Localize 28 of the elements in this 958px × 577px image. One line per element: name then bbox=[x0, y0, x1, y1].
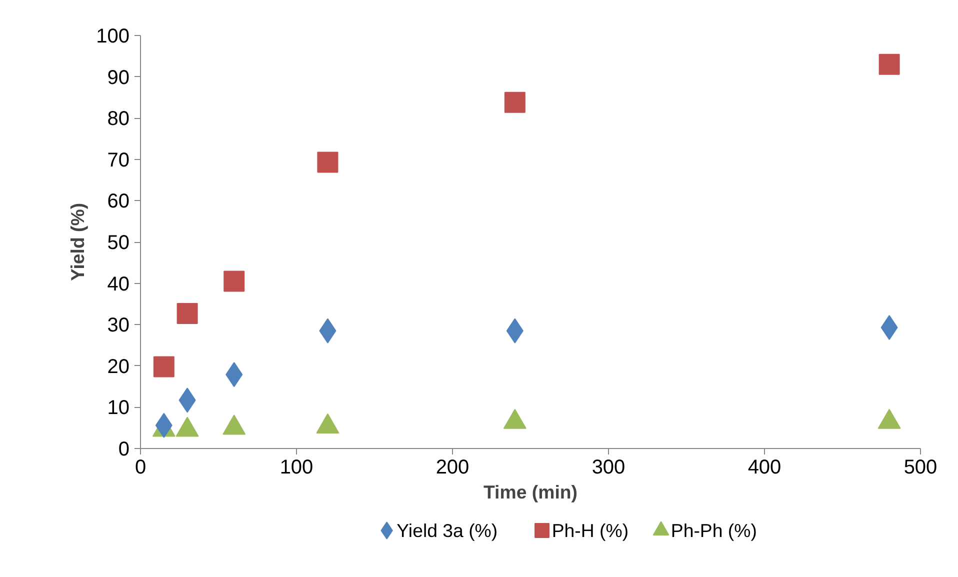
point bbox=[878, 54, 900, 75]
x-tick-label: 400 bbox=[748, 456, 782, 478]
legend-label: Ph-Ph (%) bbox=[670, 520, 757, 541]
x-tick-label: 0 bbox=[134, 456, 146, 478]
y-tick-label: 80 bbox=[107, 108, 130, 130]
y-tick-label: 50 bbox=[107, 232, 130, 254]
x-tick-label: 100 bbox=[280, 456, 314, 478]
y-tick-label: 100 bbox=[96, 26, 130, 48]
y-tick-label: 10 bbox=[107, 397, 130, 420]
y-tick-label: 40 bbox=[107, 273, 130, 296]
y-tick-label: 90 bbox=[107, 66, 130, 89]
y-axis-title: Yield (%) bbox=[67, 202, 88, 282]
point bbox=[176, 302, 198, 324]
y-tick-label: 0 bbox=[118, 438, 130, 460]
x-tick-label: 500 bbox=[904, 456, 938, 478]
y-tick-label: 30 bbox=[107, 314, 130, 337]
legend-label: Ph-H (%) bbox=[552, 520, 629, 541]
y-tick-label: 20 bbox=[107, 356, 130, 378]
point bbox=[224, 270, 245, 292]
point bbox=[153, 356, 174, 378]
y-tick-label: 70 bbox=[107, 149, 130, 172]
legend-label: Yield 3a (%) bbox=[396, 520, 498, 541]
x-tick-label: 300 bbox=[592, 456, 626, 478]
point bbox=[317, 152, 338, 173]
point bbox=[504, 92, 526, 113]
y-tick-label: 60 bbox=[107, 190, 130, 213]
x-axis-title: Time (min) bbox=[484, 482, 578, 502]
x-tick-label: 200 bbox=[436, 456, 470, 478]
